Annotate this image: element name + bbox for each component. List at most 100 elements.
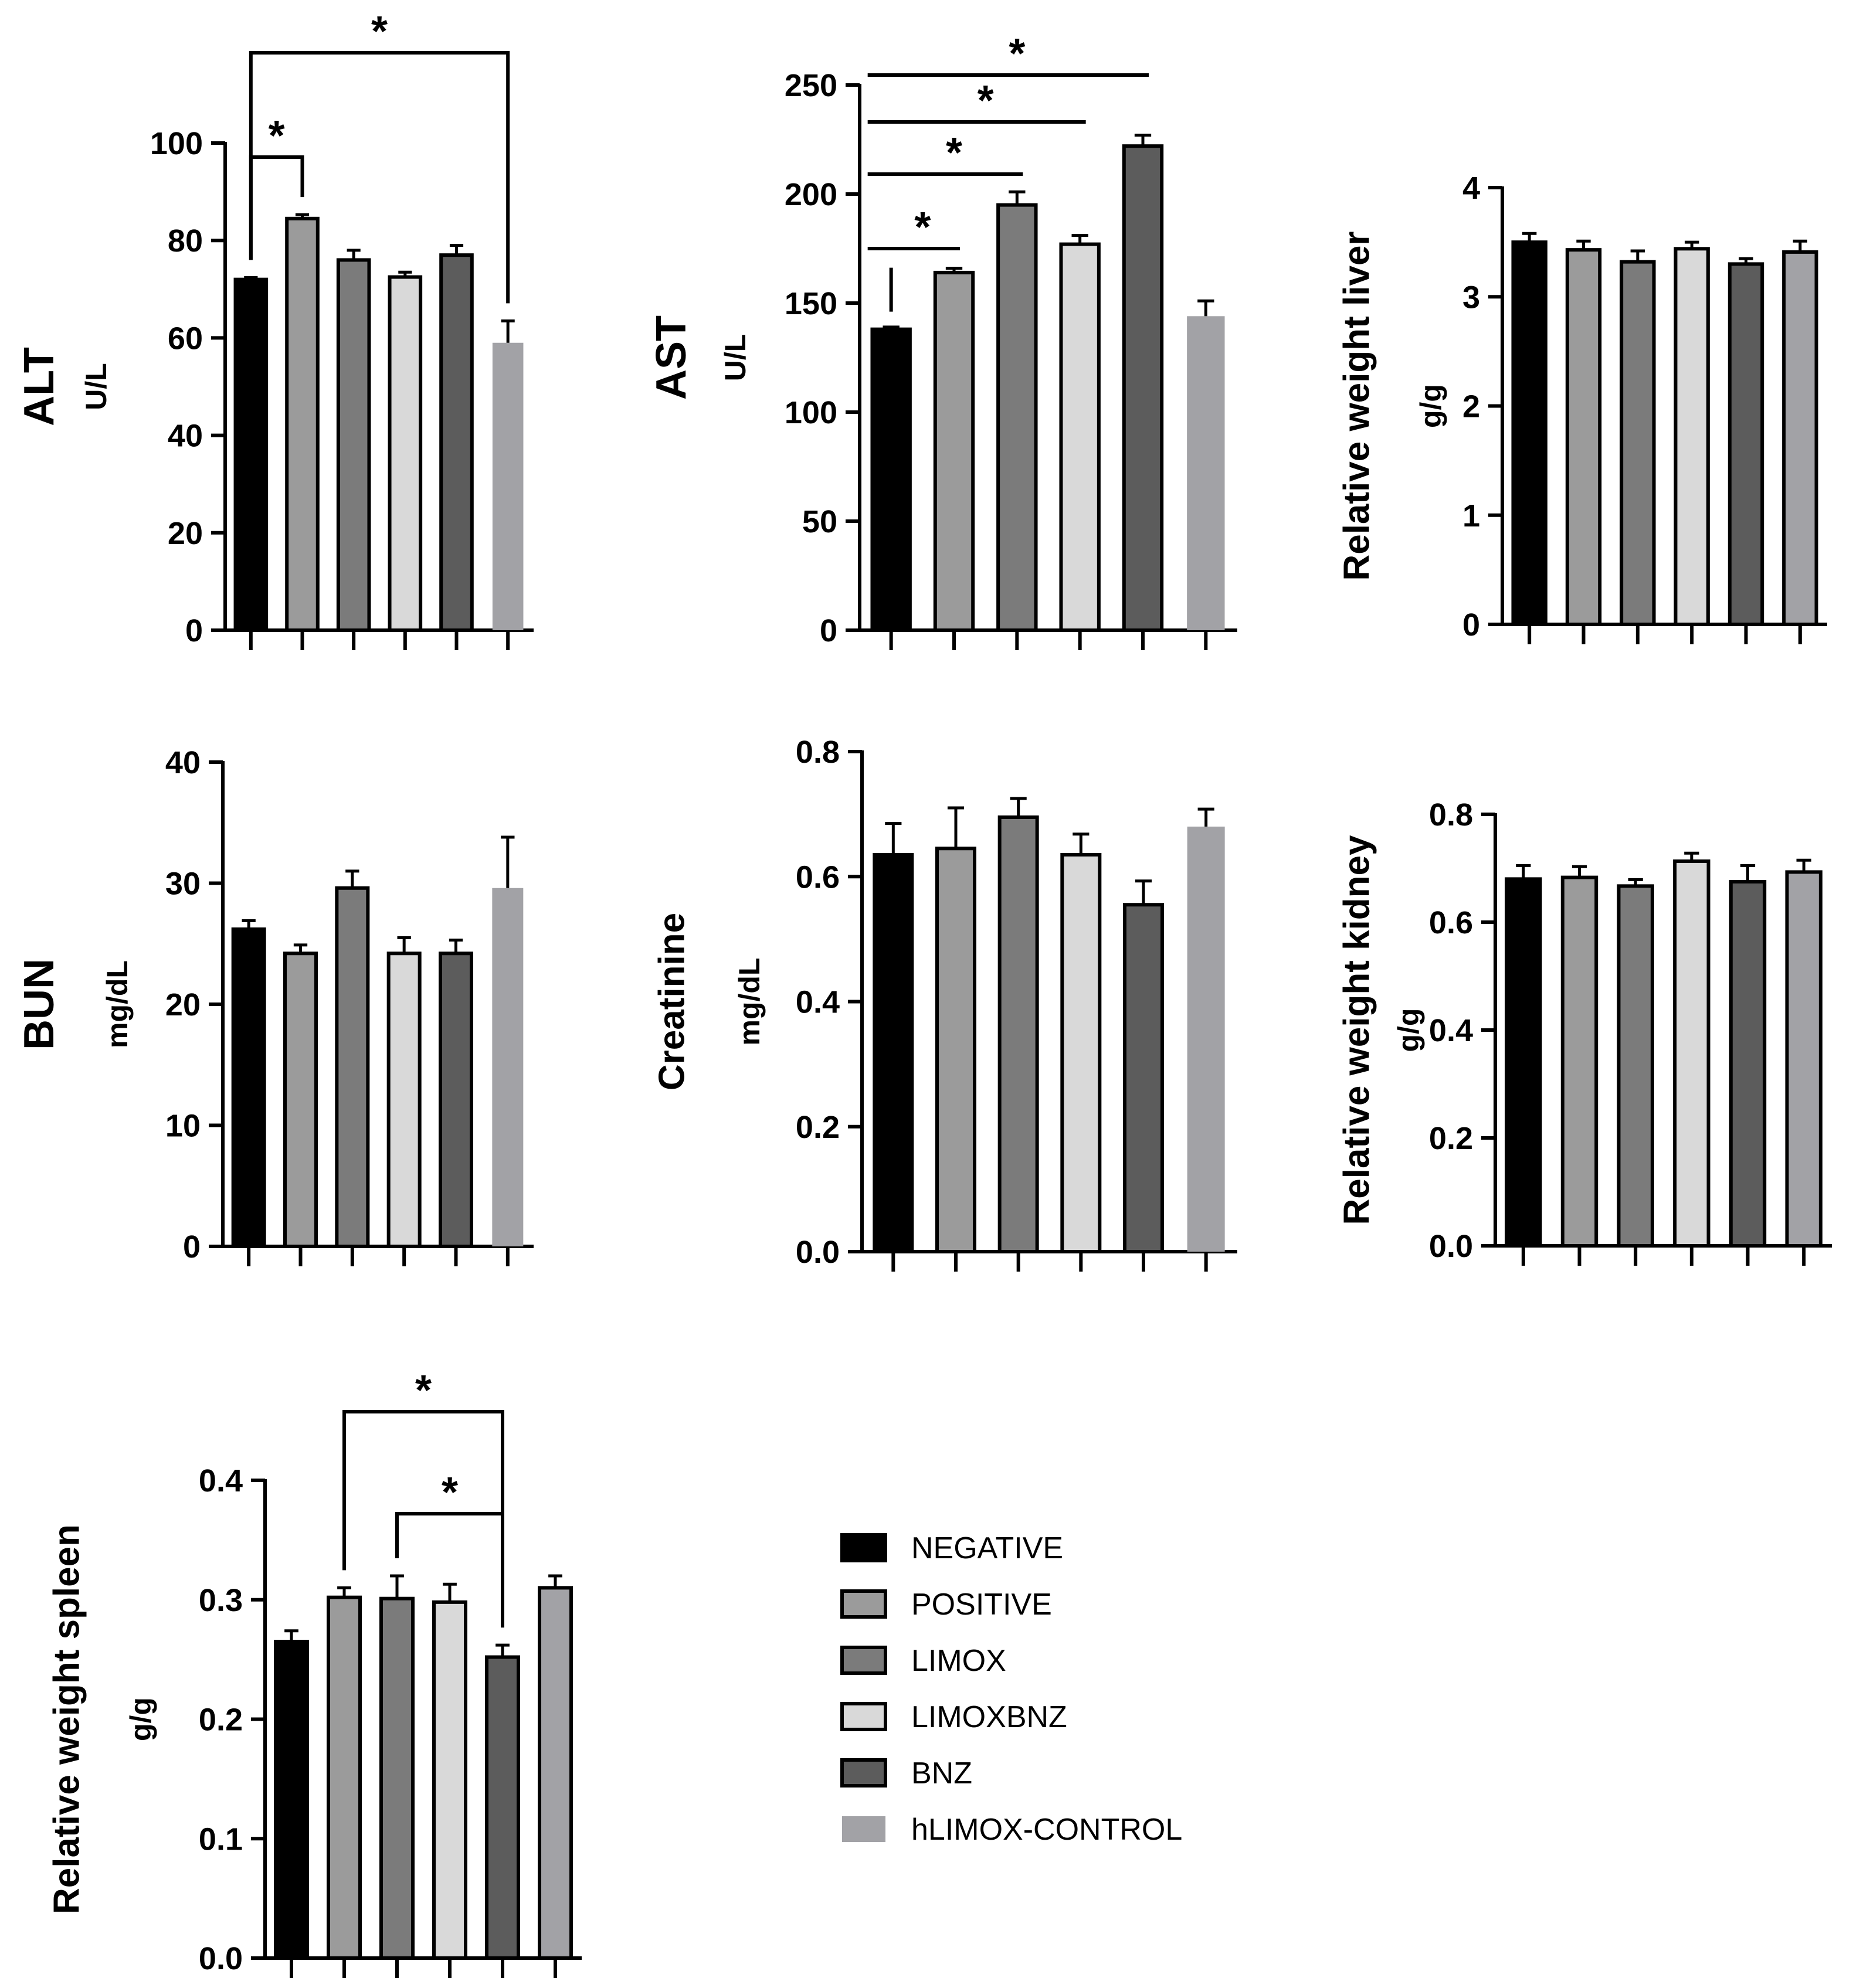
y-axis-title: Relative weight spleen xyxy=(46,1524,87,1914)
bar-hlimox-control xyxy=(1782,250,1818,626)
significance-star: * xyxy=(914,204,931,251)
significance-star: * xyxy=(442,1469,458,1516)
y-tick-label: 30 xyxy=(165,866,201,902)
bar-bnz xyxy=(485,1655,520,1960)
y-tick-label: 0.3 xyxy=(199,1583,243,1618)
y-tick-label: 0.1 xyxy=(199,1822,243,1857)
bar-limox xyxy=(335,886,370,1248)
legend-swatch-hlimox-control xyxy=(842,1816,885,1842)
significance-star: * xyxy=(269,113,285,159)
bar-limoxbnz xyxy=(1673,859,1711,1248)
bar-limoxbnz xyxy=(1060,852,1102,1253)
y-tick-label: 1 xyxy=(1462,498,1480,533)
legend-swatch-limox xyxy=(840,1646,887,1675)
y-axis-unit: U/L xyxy=(719,334,752,382)
y-tick-label: 4 xyxy=(1462,171,1480,206)
legend-swatch-positive xyxy=(840,1589,887,1619)
bar-limoxbnz xyxy=(432,1600,467,1960)
legend-label: BNZ xyxy=(911,1756,972,1790)
y-tick-label: 0.2 xyxy=(796,1110,840,1145)
bar-limoxbnz xyxy=(1674,247,1710,626)
bar-positive xyxy=(285,216,320,632)
legend: NEGATIVE POSITIVE LIMOX LIMOXBNZ BNZ hLIMOX-C… xyxy=(840,1531,1182,1847)
bar-positive xyxy=(1565,248,1602,627)
y-tick-label: 40 xyxy=(168,419,203,454)
significance-star: * xyxy=(978,77,994,124)
y-axis-title: AST xyxy=(648,315,695,400)
y-axis-title: ALT xyxy=(16,347,63,426)
bar-bnz xyxy=(1123,903,1164,1253)
bar-positive xyxy=(933,270,975,633)
y-tick-label: 0.6 xyxy=(1429,905,1473,940)
bar-positive xyxy=(283,951,318,1249)
y-tick-label: 0.0 xyxy=(796,1235,840,1270)
bar-bnz xyxy=(1729,880,1767,1248)
y-tick-label: 150 xyxy=(785,286,837,321)
y-tick-label: 0.2 xyxy=(199,1702,243,1738)
bar-limox xyxy=(997,815,1039,1254)
y-tick-label: 100 xyxy=(150,126,203,161)
y-tick-label: 80 xyxy=(168,223,203,259)
y-axis-title: BUN xyxy=(16,959,63,1050)
bar-hlimox-control xyxy=(1187,316,1225,630)
bar-negative xyxy=(233,277,269,632)
y-tick-label: 0.4 xyxy=(199,1463,243,1498)
y-tick-label: 0.0 xyxy=(1429,1229,1473,1264)
legend-label: POSITIVE xyxy=(911,1588,1052,1622)
y-tick-label: 0.6 xyxy=(796,859,840,895)
y-tick-label: 200 xyxy=(785,177,837,212)
y-axis-title: Creatinine xyxy=(651,913,692,1090)
bar-bnz xyxy=(1122,144,1164,633)
y-axis-unit: g/g xyxy=(1392,1008,1425,1052)
bar-limox xyxy=(336,258,371,632)
bar-limox xyxy=(1617,884,1654,1248)
chart-ast: 0 50 100 150 200 250 AST U/L * * * * xyxy=(648,30,1237,650)
chart-liver: 0 1 2 3 4 Relative weight liver g/g xyxy=(1336,171,1827,644)
significance-bracket xyxy=(342,1410,504,1628)
y-tick-label: 0 xyxy=(820,613,837,648)
y-tick-label: 0.8 xyxy=(1429,797,1473,832)
chart-bun: 0 10 20 30 40 BUN mg/dL xyxy=(16,745,534,1266)
chart-creatinine: 0.0 0.2 0.4 0.6 0.8 Creatinine mg/dL xyxy=(651,735,1237,1272)
y-tick-label: 0.4 xyxy=(796,985,840,1020)
y-tick-label: 10 xyxy=(165,1109,201,1144)
bar-negative xyxy=(231,927,266,1248)
y-tick-label: 40 xyxy=(165,745,201,780)
legend-label: NEGATIVE xyxy=(911,1531,1063,1565)
bar-hlimox-control xyxy=(538,1586,573,1960)
y-tick-label: 3 xyxy=(1462,280,1480,315)
y-axis-title: Relative weight liver xyxy=(1336,231,1377,580)
y-axis-title: Relative weight kidney xyxy=(1336,835,1377,1225)
chart-alt: 0 20 40 60 80 100 ALT U/L * * xyxy=(16,8,534,650)
bar-limox xyxy=(996,203,1038,633)
y-tick-label: 100 xyxy=(785,395,837,430)
significance-star: * xyxy=(371,8,388,55)
bar-negative xyxy=(1505,877,1542,1248)
y-tick-label: 0 xyxy=(185,613,203,648)
significance-star: * xyxy=(1009,30,1025,77)
bar-hlimox-control xyxy=(1785,870,1823,1248)
bar-positive xyxy=(935,847,976,1254)
bar-bnz xyxy=(439,253,474,632)
y-tick-label: 0.0 xyxy=(199,1941,243,1976)
y-axis-unit: mg/dL xyxy=(733,958,766,1046)
bar-limoxbnz xyxy=(1059,242,1101,632)
y-tick-label: 20 xyxy=(165,987,201,1022)
bar-bnz xyxy=(1728,262,1764,626)
significance-star: * xyxy=(946,130,962,176)
legend-swatch-negative xyxy=(840,1533,887,1562)
bar-positive xyxy=(1560,875,1599,1248)
y-tick-label: 2 xyxy=(1462,389,1480,424)
y-axis-unit: g/g xyxy=(1414,384,1447,428)
bar-negative xyxy=(873,852,914,1253)
y-tick-label: 0 xyxy=(183,1229,201,1265)
bar-bnz xyxy=(439,951,473,1249)
bar-limox xyxy=(1620,260,1656,626)
y-axis-unit: mg/dL xyxy=(101,960,134,1048)
legend-swatch-bnz xyxy=(840,1758,887,1787)
bar-negative xyxy=(1511,240,1547,626)
legend-label: LIMOXBNZ xyxy=(911,1700,1067,1734)
legend-label: LIMOX xyxy=(911,1644,1006,1678)
y-tick-label: 0.4 xyxy=(1429,1013,1473,1048)
